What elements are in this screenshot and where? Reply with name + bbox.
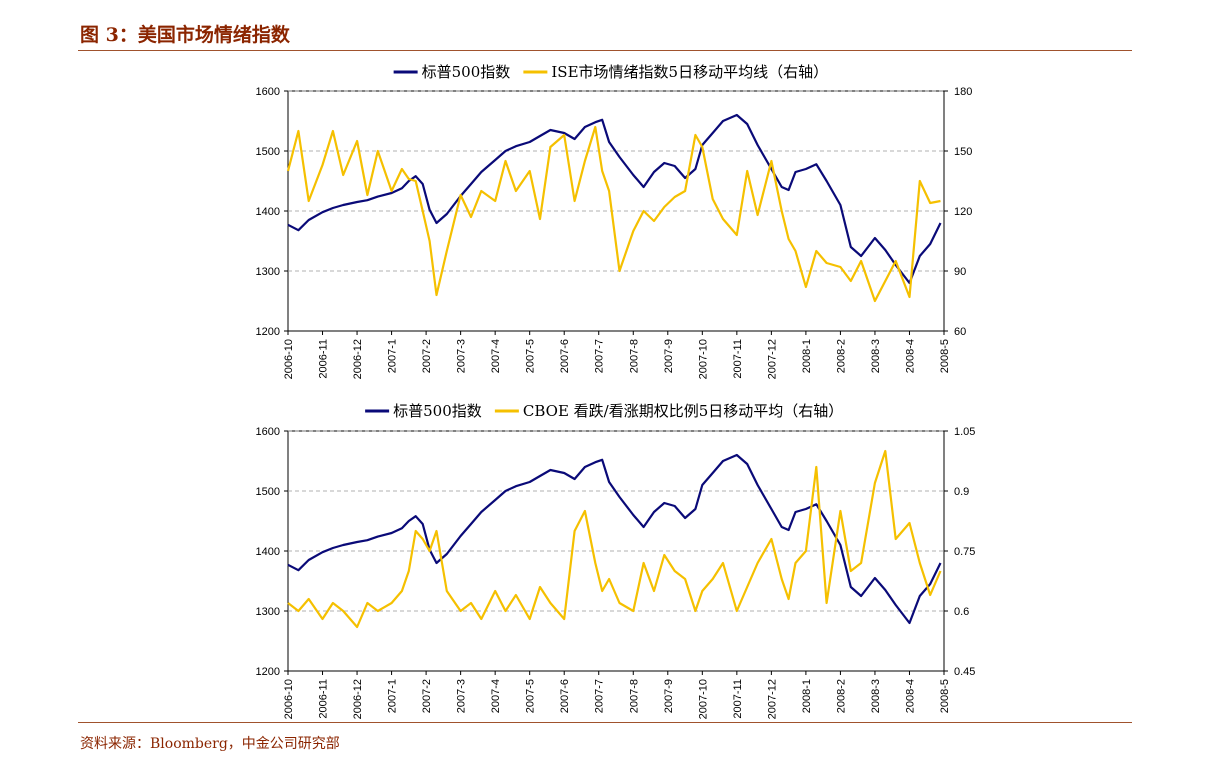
x-tick-label: 2007-10 xyxy=(697,679,709,719)
y-right-tick-label: 0.6 xyxy=(954,606,969,618)
y-left-tick-label: 1300 xyxy=(256,266,280,278)
chart-ise-sentiment: 1200 1300 1400 1500 1600 60 90 120 150 180 2006-10… xyxy=(256,63,973,379)
x-tick-label: 2007-1 xyxy=(387,679,399,713)
source-rule xyxy=(78,722,1132,723)
y-right-tick-label: 150 xyxy=(954,146,972,158)
y-right-tick-label: 180 xyxy=(954,86,972,98)
x-tick-label: 2007-4 xyxy=(490,679,502,713)
x-tick-label: 2008-4 xyxy=(904,339,916,373)
source-note: 资料来源：Bloomberg，中金公司研究部 xyxy=(80,736,340,752)
x-tick-label: 2008-5 xyxy=(939,339,951,373)
x-tick-label: 2007-6 xyxy=(559,679,571,713)
x-tick-label: 2008-1 xyxy=(801,679,813,713)
x-tick-label: 2008-2 xyxy=(835,339,847,373)
x-tick-label: 2007-7 xyxy=(594,339,606,373)
x-tick-label: 2006-10 xyxy=(283,679,295,719)
x-tick-label: 2007-11 xyxy=(732,679,744,719)
x-tick-label: 2007-9 xyxy=(663,679,675,713)
x-tick-label: 2007-1 xyxy=(387,339,399,373)
y-left-tick-label: 1300 xyxy=(256,606,280,618)
x-tick-label: 2007-2 xyxy=(421,339,433,373)
legend: 标普500指数 CBOE 看跌/看涨期权比例5日移动平均（右轴） xyxy=(365,402,843,420)
x-tick-label: 2006-11 xyxy=(318,679,330,719)
legend-label: ISE市场情绪指数5日移动平均线（右轴） xyxy=(551,63,828,81)
legend: 标普500指数 ISE市场情绪指数5日移动平均线（右轴） xyxy=(393,63,828,81)
y-left-tick-label: 1600 xyxy=(256,86,280,98)
title-rule xyxy=(78,50,1132,51)
x-tick-label: 2006-12 xyxy=(352,679,364,719)
series-line-spx xyxy=(287,113,942,285)
x-tick-label: 2007-4 xyxy=(490,339,502,373)
x-tick-label: 2008-1 xyxy=(801,339,813,373)
series-line-indicator xyxy=(286,125,941,303)
x-tick-label: 2008-4 xyxy=(904,679,916,713)
y-right-tick-label: 0.9 xyxy=(954,486,969,498)
y-right-tick-label: 60 xyxy=(954,326,966,338)
x-tick-label: 2006-12 xyxy=(352,339,364,379)
x-tick-label: 2006-11 xyxy=(318,339,330,379)
legend-label: 标普500指数 xyxy=(393,402,482,420)
y-right-tick-label: 1.05 xyxy=(954,426,975,438)
x-tick-label: 2007-9 xyxy=(663,339,675,373)
y-left-tick-label: 1400 xyxy=(256,546,280,558)
x-tick-label: 2007-8 xyxy=(628,679,640,713)
x-tick-label: 2007-5 xyxy=(525,339,537,373)
y-right-tick-label: 0.75 xyxy=(954,546,975,558)
legend-label: CBOE 看跌/看涨期权比例5日移动平均（右轴） xyxy=(523,402,843,420)
x-tick-label: 2007-2 xyxy=(421,679,433,713)
y-right-tick-label: 120 xyxy=(954,206,972,218)
y-left-tick-label: 1600 xyxy=(256,426,280,438)
x-tick-label: 2006-10 xyxy=(283,339,295,379)
x-tick-label: 2007-12 xyxy=(766,679,778,719)
x-tick-label: 2008-5 xyxy=(939,679,951,713)
y-right-tick-label: 0.45 xyxy=(954,666,975,678)
x-tick-label: 2007-12 xyxy=(766,339,778,379)
x-tick-label: 2007-3 xyxy=(456,679,468,713)
y-left-tick-label: 1200 xyxy=(256,326,280,338)
x-tick-label: 2007-6 xyxy=(559,339,571,373)
legend-label: 标普500指数 xyxy=(422,63,511,81)
y-left-tick-label: 1200 xyxy=(256,666,280,678)
y-left-tick-label: 1500 xyxy=(256,146,280,158)
y-left-tick-label: 1400 xyxy=(256,206,280,218)
chart-cboe-put-call: 1200 1300 1400 1500 1600 0.45 0.6 0.75 0.9 1.05 20… xyxy=(256,402,976,719)
x-tick-label: 2007-5 xyxy=(525,679,537,713)
series-line-spx xyxy=(287,453,942,625)
x-tick-label: 2007-10 xyxy=(697,339,709,379)
x-tick-label: 2007-8 xyxy=(628,339,640,373)
y-right-tick-label: 90 xyxy=(954,266,966,278)
x-tick-label: 2008-2 xyxy=(835,679,847,713)
x-tick-label: 2008-3 xyxy=(870,339,882,373)
x-tick-label: 2007-3 xyxy=(456,339,468,373)
x-tick-label: 2007-7 xyxy=(594,679,606,713)
x-tick-label: 2007-11 xyxy=(732,339,744,379)
y-left-tick-label: 1500 xyxy=(256,486,280,498)
series-line-indicator xyxy=(287,449,942,629)
x-tick-label: 2008-3 xyxy=(870,679,882,713)
figure-title: 图 3：美国市场情绪指数 xyxy=(80,24,290,46)
